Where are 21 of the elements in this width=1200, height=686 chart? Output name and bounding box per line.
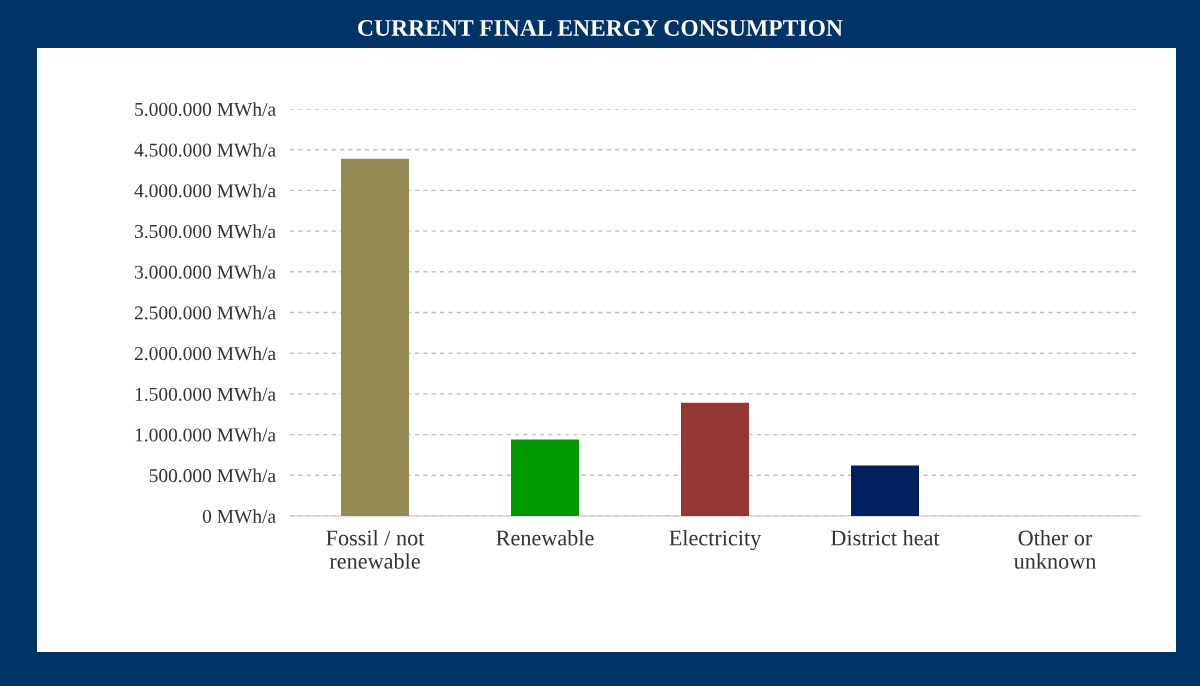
chart-title: CURRENT FINAL ENERGY CONSUMPTION (358, 20, 843, 36)
x-tick-label: Other or unknown (1013, 529, 1097, 569)
y-tick-label: 1.500.000 MWh/a (135, 387, 276, 401)
bar (511, 439, 579, 516)
x-tick-label: Electricity (669, 529, 762, 551)
y-tick-label: 4.000.000 MWh/a (134, 183, 276, 198)
y-tick-label: 4.500.000 MWh/a (134, 142, 276, 157)
bar (851, 465, 919, 516)
y-tick-label: 1.000.000 MWh/a (135, 427, 276, 442)
x-tick-label: Renewable (496, 529, 594, 546)
bar (681, 402, 749, 516)
y-tick-label: 5.000.000 MWh/a (135, 102, 276, 117)
y-tick-label: 2.500.000 MWh/a (134, 305, 276, 320)
y-tick-label: 3.500.000 MWh/a (135, 224, 276, 239)
y-tick-label: 500.000 MWh/a (149, 468, 276, 483)
y-tick-label: 3.000.000 MWh/a (135, 265, 276, 279)
x-tick-label: Fossil / not renewable (326, 529, 425, 569)
bar (341, 158, 409, 516)
y-tick-label: 0 MWh/a (202, 509, 276, 524)
x-tick-label: District heat (831, 529, 940, 546)
y-tick-label: 2.000.000 MWh/a (134, 346, 276, 361)
